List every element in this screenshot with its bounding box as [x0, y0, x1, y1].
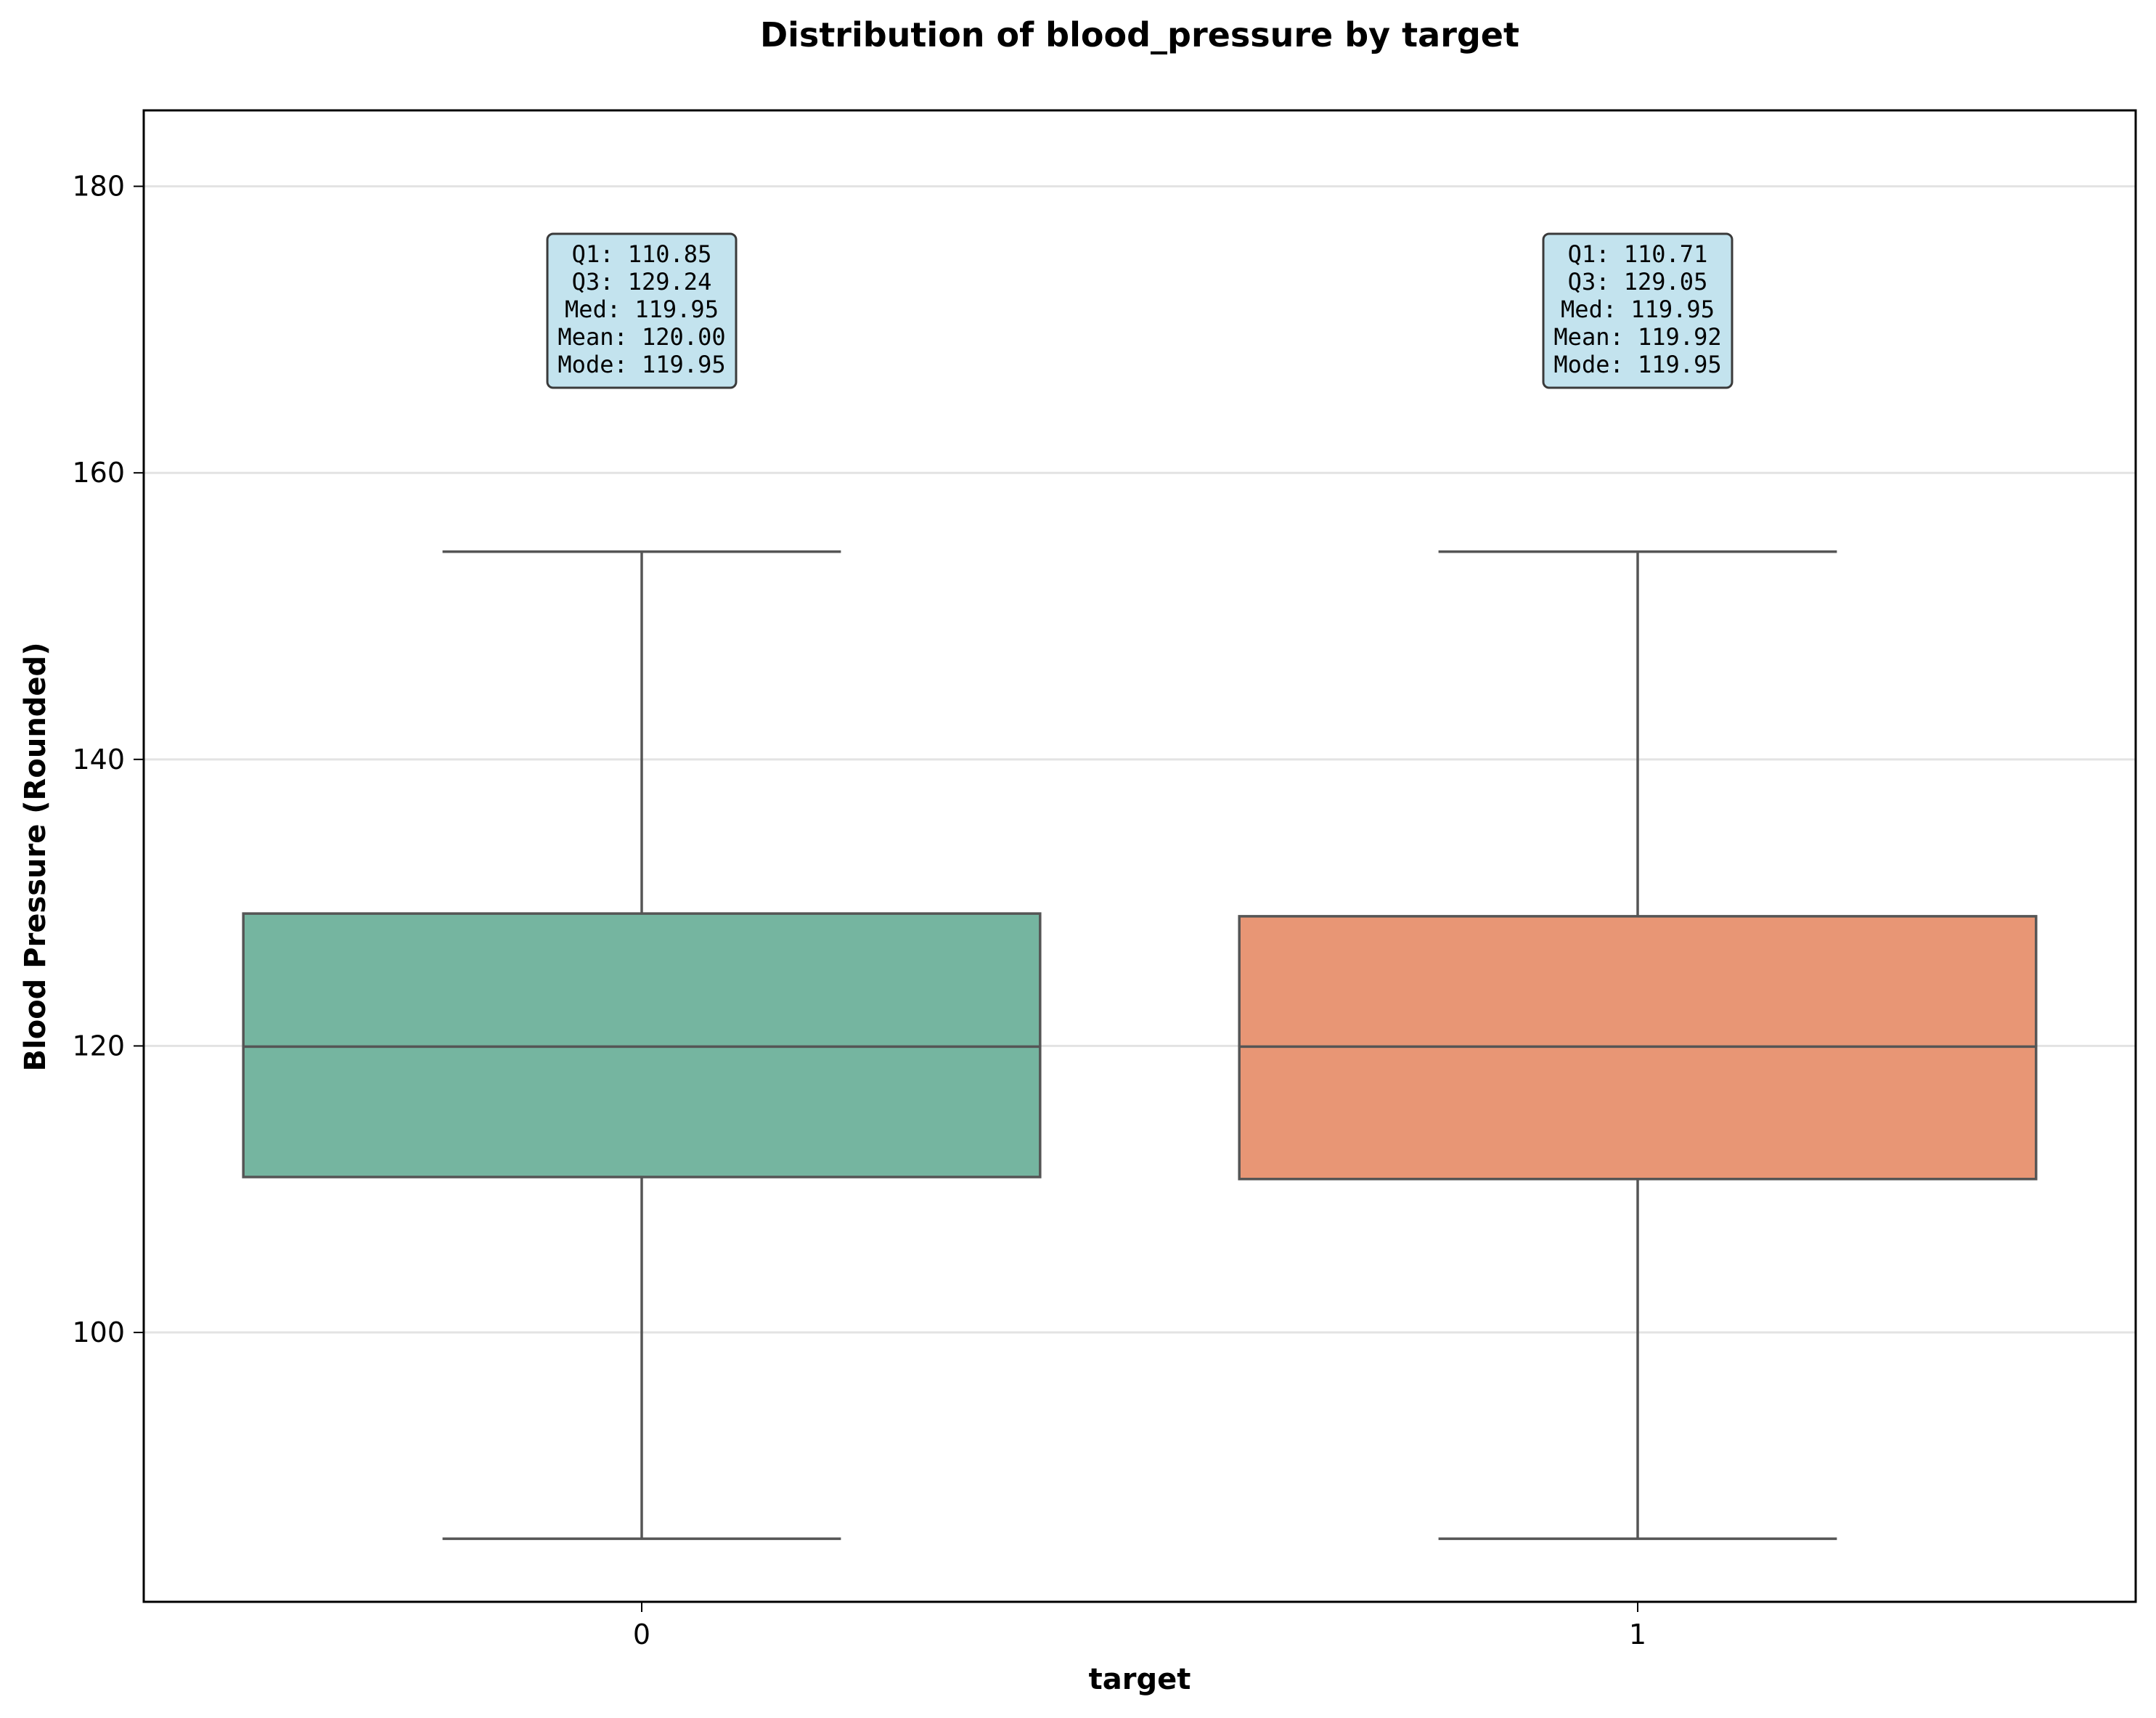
stat-annotation-line: Mode: 119.95 [558, 351, 725, 378]
plot-frame [142, 109, 2137, 1603]
y-tick-label-100: 100 [72, 1316, 125, 1348]
stat-annotation-line: Q3: 129.05 [1568, 268, 1708, 296]
iqr-box [242, 912, 1042, 1178]
y-tick-label-140: 140 [72, 744, 125, 775]
y-tick-label-120: 120 [72, 1030, 125, 1062]
stat-annotation-line: Med: 119.95 [1561, 296, 1715, 323]
x-tick-label-1: 1 [1629, 1619, 1646, 1650]
box-plots [242, 550, 2038, 1540]
stat-annotation-line: Mean: 119.92 [1553, 323, 1721, 351]
box-group-0 [242, 550, 1042, 1540]
stat-annotation-line: Q3: 129.24 [572, 268, 712, 296]
stat-annotation-box [546, 232, 738, 389]
stat-annotation-line: Q1: 110.85 [572, 240, 712, 268]
x-tick-label-0: 0 [633, 1619, 650, 1650]
y-axis-ticks: 100 120 140 160 180 [72, 171, 144, 1348]
stat-annotation-line: Q1: 110.71 [1568, 240, 1708, 268]
stat-annotation-line: Mean: 120.00 [558, 323, 725, 351]
y-axis-label: Blood Pressure (Rounded) [19, 643, 52, 1072]
y-tick-label-180: 180 [72, 171, 125, 203]
y-tick-label-160: 160 [72, 457, 125, 489]
x-axis-label: target [1089, 1663, 1191, 1696]
chart-title: Distribution of blood_pressure by target [760, 15, 1519, 54]
stat-annotation-line: Mode: 119.95 [1553, 351, 1721, 378]
box-group-1 [1238, 550, 2038, 1540]
stat-annotation-line: Med: 119.95 [565, 296, 719, 323]
stat-annotation-box [1542, 232, 1734, 389]
